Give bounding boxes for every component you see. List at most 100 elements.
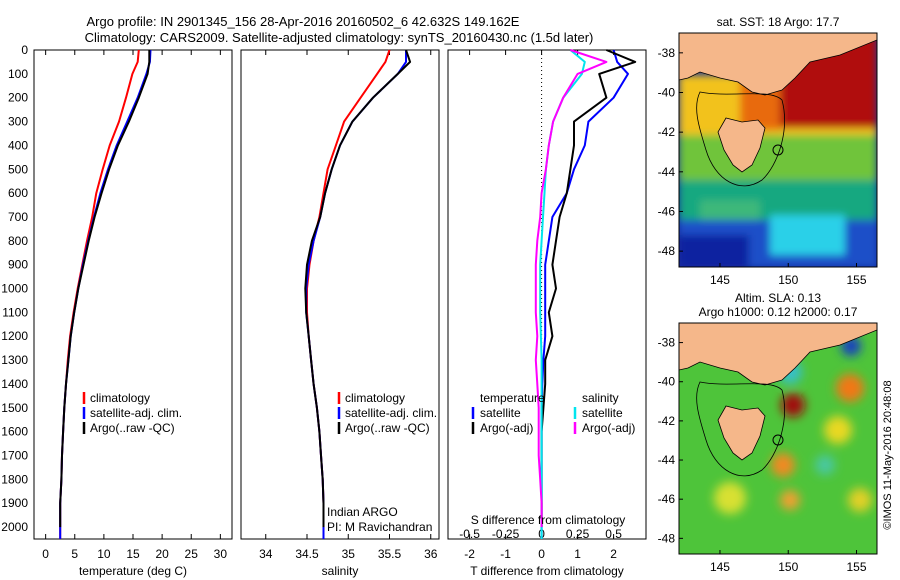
sla-map-ticks: 145 150 155 -38 -40 -42 -44 -46 -48 — [658, 336, 867, 574]
x-tick-label: 36 — [424, 547, 438, 561]
sst-tasmania-land — [717, 117, 766, 173]
map-y-tick-label: -38 — [658, 336, 676, 350]
depth-tick-label: 600 — [8, 186, 28, 200]
sst-patch-cyan — [770, 215, 845, 255]
temperature-axes-box — [33, 49, 233, 540]
salinity-panel: 34 34.5 35 35.5 36 salinity climatology sate… — [240, 49, 440, 578]
map-y-tick-label: -46 — [658, 204, 676, 218]
x-tick-label: 0 — [538, 547, 545, 561]
legend-temperature-heading: temperature — [480, 391, 545, 405]
sla-tasmania-land — [717, 405, 766, 461]
sla-argo-marker — [772, 434, 784, 446]
x-tick-label: 34 — [259, 547, 273, 561]
legend-temp-argo-label: Argo(-adj) — [480, 421, 533, 435]
x-tick-label: 30 — [214, 547, 228, 561]
map-x-tick-label: 145 — [710, 560, 730, 574]
difference-xlabel: T difference from climatology — [470, 564, 624, 578]
legend-salinity-heading: salinity — [582, 391, 619, 405]
sla-eddy-orange3 — [780, 490, 800, 510]
temperature-x-ticks: 0 5 10 15 20 25 30 — [42, 50, 227, 561]
depth-tick-label: 1200 — [1, 329, 28, 343]
depth-tick-label: 400 — [8, 138, 28, 152]
map-y-tick-label: -46 — [658, 492, 676, 506]
salinity-axes-box — [240, 49, 440, 540]
depth-tick-label: 1800 — [1, 472, 28, 486]
legend-argo-label: Argo(..raw -QC) — [345, 421, 430, 435]
legend-sal-satellite-label: satellite — [582, 406, 623, 420]
figure-title-line2: Climatology: CARS2009. Satellite-adjuste… — [85, 30, 594, 45]
depth-tick-label: 1500 — [1, 401, 28, 415]
x-tick-label: 15 — [126, 547, 140, 561]
map-x-tick-label: 150 — [778, 273, 798, 287]
map-x-tick-label: 155 — [847, 560, 867, 574]
map-x-tick-label: 155 — [847, 273, 867, 287]
map-y-tick-label: -48 — [658, 531, 676, 545]
sst-patch-green-south — [700, 200, 760, 220]
pi-annotation: PI: M Ravichandran — [327, 520, 432, 534]
legend-temp-satellite-label: satellite — [480, 406, 521, 420]
x-tick-label: 10 — [97, 547, 111, 561]
depth-tick-label: 1900 — [1, 496, 28, 510]
sla-mainland-land — [679, 323, 877, 386]
salinity-diff-tick-label: -0.25 — [492, 527, 520, 541]
x-tick-label: 1 — [574, 547, 581, 561]
institution-annotation: Indian ARGO — [327, 505, 398, 519]
depth-tick-labels: 0 100 200 300 400 500 600 700 800 900 1000 1100 1200… — [1, 43, 28, 534]
map-x-tick-label: 145 — [710, 273, 730, 287]
sla-shelf-contour — [696, 381, 785, 477]
legend-argo-label: Argo(..raw -QC) — [90, 421, 175, 435]
sla-eddy-orange2 — [771, 453, 795, 477]
x-tick-label: 0 — [42, 547, 49, 561]
depth-tick-label: 2000 — [1, 520, 28, 534]
depth-tick-label: 800 — [8, 234, 28, 248]
depth-tick-label: 900 — [8, 258, 28, 272]
x-tick-label: 5 — [71, 547, 78, 561]
depth-tick-label: 700 — [8, 210, 28, 224]
depth-tick-label: 1700 — [1, 449, 28, 463]
x-tick-label: 34.5 — [295, 547, 319, 561]
map-y-tick-label: -42 — [658, 125, 676, 139]
depth-tick-label: 1400 — [1, 377, 28, 391]
x-tick-label: -1 — [500, 547, 511, 561]
x-tick-label: 25 — [185, 547, 199, 561]
sla-map-title-line1: Altim. SLA: 0.13 — [735, 291, 821, 305]
depth-tick-label: 300 — [8, 115, 28, 129]
salinity-diff-tick-label: -0.5 — [459, 527, 480, 541]
map-y-tick-label: -38 — [658, 46, 676, 60]
sst-map-title: sat. SST: 18 Argo: 17.7 — [717, 15, 840, 29]
map-x-tick-label: 150 — [778, 560, 798, 574]
series-line-argo-raw-qc- — [304, 49, 412, 528]
temperature-legend: climatology satellite-adj. clim. Argo(..… — [82, 391, 182, 435]
sla-eddy-high — [781, 393, 805, 417]
salinity-x-ticks: 34 34.5 35 35.5 36 — [259, 50, 438, 561]
temperature-xlabel: temperature (deg C) — [79, 564, 187, 578]
map-y-tick-label: -48 — [658, 244, 676, 258]
legend-climatology-label: climatology — [90, 391, 150, 405]
depth-tick-label: 1600 — [1, 425, 28, 439]
salinity-legend: climatology satellite-adj. clim. Argo(..… — [337, 391, 437, 435]
salinity-xlabel: salinity — [322, 564, 359, 578]
sla-eddy-cyan2 — [815, 455, 835, 475]
salinity-difference-label: S difference from climatology — [471, 513, 626, 527]
depth-tick-label: 500 — [8, 162, 28, 176]
difference-axes-box — [447, 49, 647, 540]
x-tick-label: 35.5 — [378, 547, 402, 561]
sla-eddy-yellow1 — [824, 416, 852, 444]
figure-title-line1: Argo profile: IN 2901345_156 28-Apr-2016… — [87, 14, 520, 29]
sla-eddy-yellow3 — [848, 488, 872, 512]
map-y-tick-label: -40 — [658, 85, 676, 99]
x-tick-label: 20 — [155, 547, 169, 561]
sla-map-title-line2: Argo h1000: 0.12 h2000: 0.17 — [699, 305, 858, 319]
depth-tick-label: 1000 — [1, 282, 28, 296]
sla-eddy-yellow2 — [714, 482, 746, 514]
series-line-salinity-argo-adj- — [534, 49, 608, 528]
imos-watermark: ©IMOS 11-May-2016 20:48:08 — [882, 380, 894, 529]
sst-argo-marker — [772, 144, 784, 156]
map-y-tick-label: -44 — [658, 453, 676, 467]
x-tick-label: 35 — [342, 547, 356, 561]
sst-mainland-land — [679, 33, 877, 96]
depth-tick-label: 1300 — [1, 353, 28, 367]
depth-tick-label: 100 — [8, 67, 28, 81]
